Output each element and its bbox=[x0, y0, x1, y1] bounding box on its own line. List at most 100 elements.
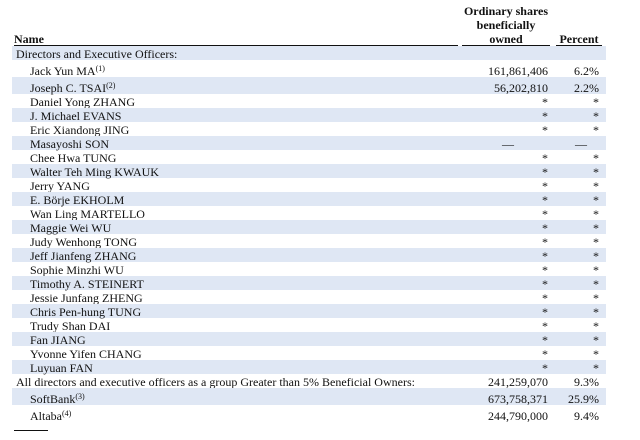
cell-shares: * bbox=[542, 95, 548, 109]
footer-rule bbox=[14, 430, 48, 431]
header-rule bbox=[556, 45, 602, 46]
row-name: Trudy Shan DAI bbox=[30, 319, 110, 333]
cell-percent: * bbox=[593, 235, 599, 249]
cell-shares: * bbox=[542, 291, 548, 305]
name-text: Jack Yun MA bbox=[30, 64, 96, 78]
row-stripe bbox=[12, 220, 606, 234]
row-stripe bbox=[12, 388, 606, 405]
percent-header: Percent bbox=[559, 32, 599, 46]
cell-shares: * bbox=[542, 109, 548, 123]
cell-percent: 9.4% bbox=[574, 409, 599, 423]
cell-shares: 161,861,406 bbox=[488, 64, 548, 78]
name-text: Jeff Jianfeng ZHANG bbox=[30, 249, 137, 263]
row-stripe bbox=[12, 46, 606, 60]
name-text: Altaba bbox=[30, 409, 62, 423]
cell-shares: * bbox=[542, 123, 548, 137]
row-stripe bbox=[12, 304, 606, 318]
name-text: SoftBank bbox=[30, 392, 76, 406]
row-name: SoftBank(3) bbox=[30, 392, 85, 406]
row-stripe bbox=[12, 164, 606, 178]
row-name: Jessie Junfang ZHENG bbox=[30, 291, 143, 305]
cell-percent: * bbox=[593, 291, 599, 305]
row-name: Chris Pen-hung TUNG bbox=[30, 305, 141, 319]
cell-shares: * bbox=[542, 333, 548, 347]
shares-header: owned bbox=[489, 32, 523, 46]
cell-percent: * bbox=[593, 123, 599, 137]
cell-shares: * bbox=[542, 277, 548, 291]
footnote-ref: (2) bbox=[106, 81, 116, 90]
name-text: Walter Teh Ming KWAUK bbox=[30, 165, 159, 179]
cell-shares: * bbox=[542, 235, 548, 249]
cell-percent: 9.3% bbox=[574, 375, 599, 389]
name-text: Sophie Minzhi WU bbox=[30, 263, 124, 277]
cell-shares: * bbox=[542, 221, 548, 235]
row-name: Jeff Jianfeng ZHANG bbox=[30, 249, 136, 263]
name-header: Name bbox=[14, 32, 44, 46]
cell-percent: * bbox=[593, 95, 599, 109]
row-name: E. Börje EKHOLM bbox=[30, 193, 124, 207]
name-text: Daniel Yong ZHANG bbox=[30, 95, 135, 109]
row-name: Joseph C. TSAI(2) bbox=[30, 81, 115, 95]
cell-percent: * bbox=[593, 109, 599, 123]
name-text: J. Michael EVANS bbox=[30, 109, 122, 123]
cell-shares: * bbox=[542, 193, 548, 207]
cell-shares: * bbox=[542, 179, 548, 193]
row-name: Sophie Minzhi WU bbox=[30, 263, 124, 277]
row-stripe bbox=[12, 108, 606, 122]
cell-shares: * bbox=[542, 263, 548, 277]
row-name: Masayoshi SON bbox=[30, 137, 109, 151]
name-text: Luyuan FAN bbox=[30, 361, 93, 375]
cell-percent: * bbox=[593, 207, 599, 221]
cell-percent: * bbox=[593, 249, 599, 263]
name-text: Jessie Junfang ZHENG bbox=[30, 291, 143, 305]
cell-shares: 673,758,371 bbox=[488, 392, 548, 406]
name-text: Chee Hwa TUNG bbox=[30, 151, 117, 165]
cell-percent: * bbox=[593, 319, 599, 333]
cell-shares: * bbox=[542, 151, 548, 165]
row-name: All directors and executive officers as … bbox=[16, 375, 415, 389]
cell-percent: — bbox=[575, 137, 587, 151]
row-stripe bbox=[12, 360, 606, 374]
row-name: Wan Ling MARTELLO bbox=[30, 207, 145, 221]
name-text: Fan JIANG bbox=[30, 333, 86, 347]
row-name: Timothy A. STEINERT bbox=[30, 277, 144, 291]
header-rule bbox=[462, 45, 550, 46]
cell-shares: * bbox=[542, 319, 548, 333]
cell-shares: * bbox=[542, 249, 548, 263]
name-text: Jerry YANG bbox=[30, 179, 90, 193]
cell-percent: * bbox=[593, 193, 599, 207]
row-name: Chee Hwa TUNG bbox=[30, 151, 116, 165]
row-name: Luyuan FAN bbox=[30, 361, 93, 375]
name-text: Yvonne Yifen CHANG bbox=[30, 347, 142, 361]
row-stripe bbox=[12, 332, 606, 346]
cell-shares: 244,790,000 bbox=[488, 409, 548, 423]
row-stripe bbox=[12, 77, 606, 94]
row-name: Judy Wenhong TONG bbox=[30, 235, 137, 249]
row-name: Maggie Wei WU bbox=[30, 221, 111, 235]
row-stripe bbox=[12, 136, 606, 150]
row-name: Walter Teh Ming KWAUK bbox=[30, 165, 159, 179]
header-rule bbox=[14, 45, 458, 46]
name-text: Chris Pen-hung TUNG bbox=[30, 305, 142, 319]
cell-shares: * bbox=[542, 361, 548, 375]
row-stripe bbox=[12, 192, 606, 206]
name-text: Timothy A. STEINERT bbox=[30, 277, 144, 291]
cell-percent: * bbox=[593, 277, 599, 291]
row-name: Fan JIANG bbox=[30, 333, 86, 347]
name-text: Trudy Shan DAI bbox=[30, 319, 111, 333]
row-name: Eric Xiandong JING bbox=[30, 123, 129, 137]
row-stripe bbox=[12, 248, 606, 262]
cell-percent: * bbox=[593, 165, 599, 179]
shares-header: Ordinary shares bbox=[463, 4, 549, 18]
name-text: All directors and executive officers as … bbox=[16, 375, 415, 389]
cell-shares: * bbox=[542, 305, 548, 319]
cell-percent: * bbox=[593, 361, 599, 375]
cell-percent: * bbox=[593, 221, 599, 235]
row-stripe bbox=[12, 276, 606, 290]
shares-header: beneficially bbox=[476, 18, 536, 32]
row-name: Jack Yun MA(1) bbox=[30, 64, 105, 78]
name-text: Directors and Executive Officers: bbox=[16, 47, 178, 61]
cell-shares: * bbox=[542, 165, 548, 179]
cell-shares: 56,202,810 bbox=[494, 81, 548, 95]
cell-shares: * bbox=[542, 347, 548, 361]
